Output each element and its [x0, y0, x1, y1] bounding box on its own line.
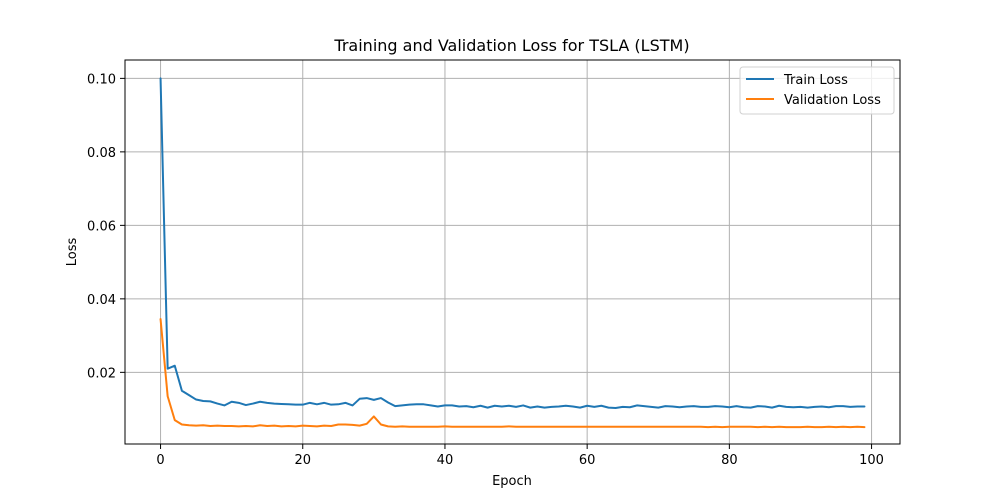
x-tick-label: 100 — [859, 453, 884, 468]
series-layer — [159, 77, 866, 429]
x-tick-label: 0 — [156, 453, 164, 468]
legend-box — [739, 66, 895, 115]
y-tick-label: 0.10 — [87, 72, 116, 87]
x-tick-label: 20 — [294, 453, 311, 468]
series-line-validation-loss — [159, 318, 866, 429]
axis-ticks: 0 20 40 60 80 100 0.02 0.04 0.06 0.08 0.10 — [87, 72, 884, 468]
y-tick-label: 0.04 — [87, 293, 116, 308]
chart-title: Training and Validation Loss for TSLA (L… — [333, 36, 689, 55]
legend: Train Loss Validation Loss — [739, 66, 895, 115]
series-line-train-loss — [159, 77, 866, 409]
plot-frame — [124, 59, 901, 445]
y-axis-label: Loss — [65, 238, 80, 267]
x-tick-label: 40 — [437, 453, 454, 468]
y-tick-label: 0.02 — [87, 366, 116, 381]
y-tick-label: 0.06 — [87, 219, 116, 234]
legend-label-train-loss: Train Loss — [783, 73, 848, 88]
y-tick-label: 0.08 — [87, 146, 116, 161]
x-tick-label: 60 — [579, 453, 596, 468]
x-axis-label: Epoch — [492, 474, 532, 489]
legend-label-validation-loss: Validation Loss — [784, 93, 881, 108]
x-tick-label: 80 — [721, 453, 738, 468]
